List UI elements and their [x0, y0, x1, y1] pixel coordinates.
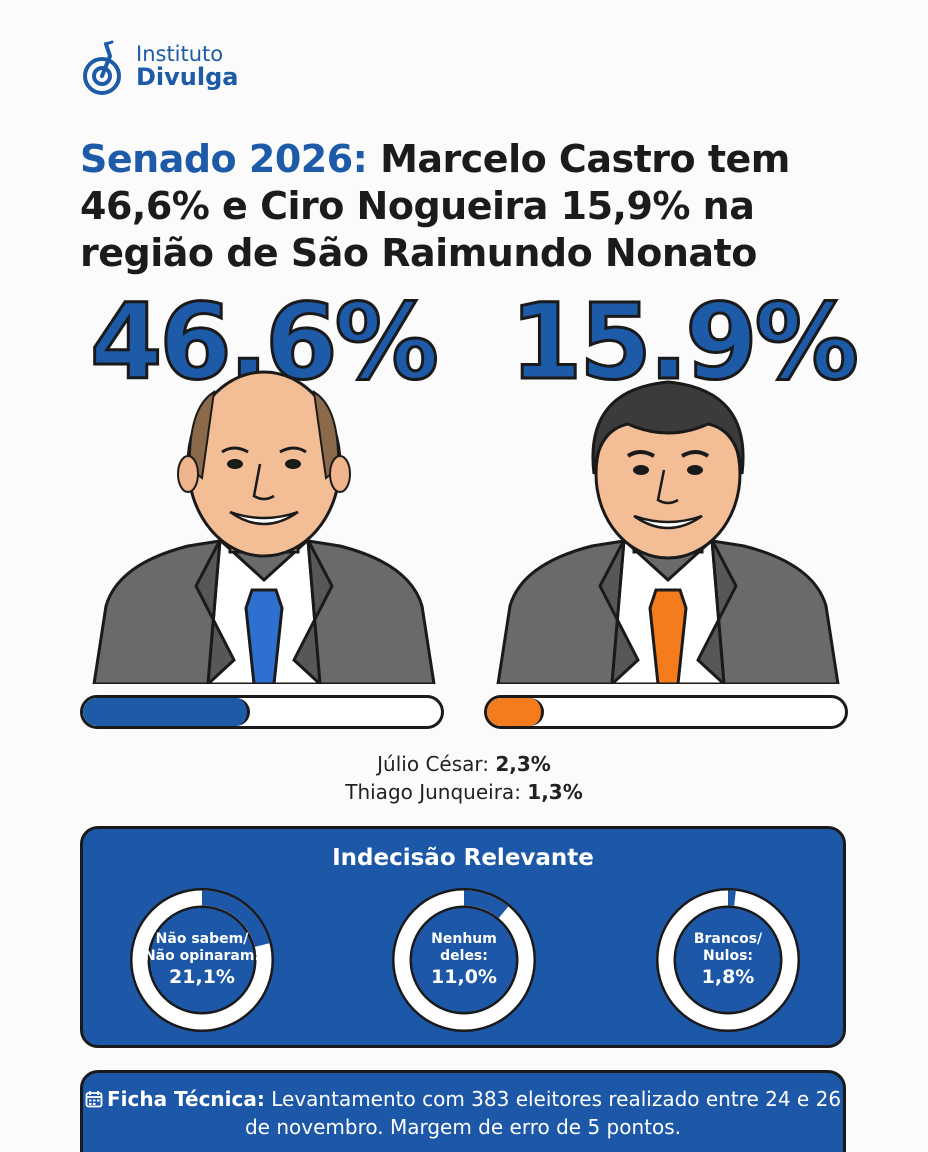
target-logo-icon: [83, 40, 121, 95]
technical-sheet: Ficha Técnica: Levantamento com 383 elei…: [80, 1070, 846, 1152]
candidate-2-progress-fill: [487, 698, 544, 726]
donut-value: 21,1%: [169, 966, 235, 988]
donut-segment: [658, 890, 798, 1030]
other-candidate-value: 1,3%: [527, 780, 583, 804]
donut-chart: [656, 888, 800, 1032]
brand-logo: Instituto Divulga: [80, 38, 238, 96]
undecided-title: Indecisão Relevante: [332, 845, 594, 871]
other-candidate-name: Thiago Junqueira:: [345, 780, 528, 804]
donut-label-line2: Nulos:: [702, 948, 754, 964]
donut-value: 11,0%: [431, 966, 497, 988]
candidate-portrait-orange-tie: [496, 380, 840, 684]
other-candidates: Júlio César: 2,3% Thiago Junqueira: 1,3%: [0, 750, 928, 806]
headline-accent: Senado 2026:: [80, 137, 368, 181]
donut-chart: [392, 888, 536, 1032]
donut-segment: [132, 890, 272, 1030]
other-candidate-row: Thiago Junqueira: 1,3%: [0, 778, 928, 806]
technical-sheet-label: Ficha Técnica:: [106, 1087, 265, 1111]
donut-label-line2: deles:: [440, 948, 488, 964]
other-candidate-value: 2,3%: [495, 752, 551, 776]
other-candidate-name: Júlio César:: [377, 752, 496, 776]
candidate-portrait-blue-tie: [92, 370, 436, 684]
headline: Senado 2026: Marcelo Castro tem 46,6% e …: [80, 136, 870, 277]
donut-segment: [394, 890, 534, 1030]
brand-line1: Instituto: [136, 42, 224, 67]
donut-label-line1: Nenhum: [431, 931, 497, 947]
donut-chart: [130, 888, 274, 1032]
technical-sheet-text: Levantamento com 383 eleitores realizado…: [244, 1087, 842, 1139]
brand-line2: Divulga: [136, 63, 239, 92]
donut-value: 1,8%: [701, 966, 755, 988]
donut-dont-know: Não sabem/ Não opinaram: 21,1%: [127, 885, 277, 1035]
donut-label-line1: Não sabem/: [155, 931, 249, 947]
candidate-2-progress-bar: [484, 695, 848, 729]
donut-label-line1: Brancos/: [693, 931, 763, 947]
donut-label-line2: Não opinaram:: [143, 948, 261, 964]
calendar-icon: [85, 1091, 103, 1108]
other-candidate-row: Júlio César: 2,3%: [0, 750, 928, 778]
headline-text: Marcelo Castro tem 46,6% e Ciro Nogueira…: [80, 137, 790, 275]
donut-blank-null: Brancos/ Nulos: 1,8%: [653, 885, 803, 1035]
candidate-2-big-percentage: 15.9%: [509, 281, 861, 403]
candidate-1-progress-bar: [80, 695, 444, 729]
undecided-panel: Indecisão Relevante Não sabem/ Não opina…: [80, 826, 846, 1048]
candidate-1-progress-fill: [83, 698, 250, 726]
donut-none: Nenhum deles: 11,0%: [389, 885, 539, 1035]
